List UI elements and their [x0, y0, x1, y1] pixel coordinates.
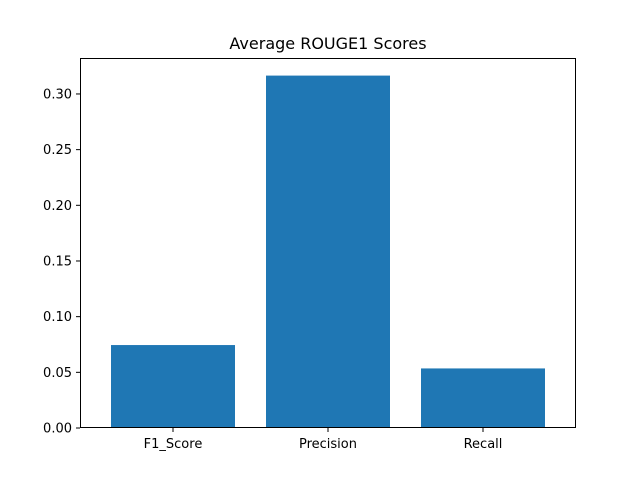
bars-layer [111, 75, 545, 429]
y-tick-label: 0.20 [43, 199, 72, 214]
x-axis: F1_Score Precision Recall [144, 428, 503, 452]
x-tick-label: Precision [299, 437, 357, 452]
y-tick-label: 0.15 [43, 254, 72, 269]
bar-precision [266, 75, 390, 429]
y-axis: 0.00 0.05 0.10 0.15 0.20 0.25 0.30 [43, 87, 80, 437]
x-tick-label: F1_Score [144, 437, 203, 452]
chart-title: Average ROUGE1 Scores [229, 34, 426, 53]
x-tick-label: Recall [464, 437, 503, 452]
y-tick-label: 0.10 [43, 310, 72, 325]
y-tick-label: 0.25 [43, 143, 72, 158]
bar-recall [421, 368, 545, 428]
y-tick-label: 0.05 [43, 366, 72, 381]
y-tick-label: 0.00 [43, 422, 72, 437]
y-tick-label: 0.30 [43, 87, 72, 102]
bar-f1-score [111, 345, 235, 428]
plot-frame [80, 58, 576, 428]
